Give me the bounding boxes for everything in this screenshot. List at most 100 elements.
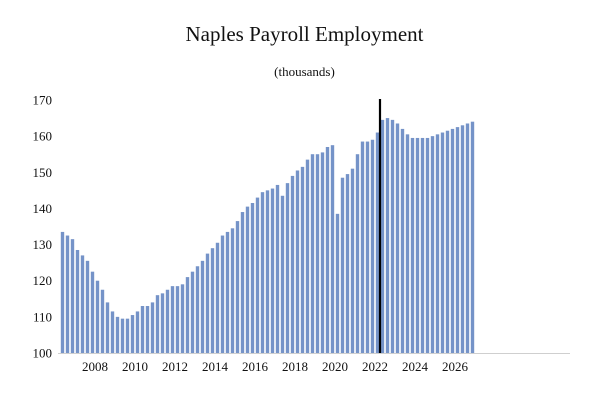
bar: [115, 316, 120, 353]
bar: [415, 137, 420, 353]
bar: [355, 154, 360, 353]
bar: [375, 132, 380, 353]
bar: [405, 134, 410, 353]
bar: [315, 154, 320, 353]
bar: [140, 306, 145, 353]
bar: [125, 318, 130, 353]
bar: [80, 255, 85, 353]
bar: [175, 286, 180, 353]
x-tick-label: 2010: [122, 359, 148, 374]
bar: [465, 123, 470, 354]
bar: [245, 206, 250, 353]
y-tick-label: 170: [33, 93, 53, 108]
chart-subtitle: (thousands): [274, 64, 335, 79]
bar: [210, 248, 215, 353]
x-tick-label: 2008: [82, 359, 108, 374]
bar: [130, 315, 135, 353]
bar: [150, 302, 155, 353]
y-tick-label: 110: [33, 309, 52, 324]
y-tick-label: 160: [33, 129, 53, 144]
bar: [360, 141, 365, 353]
bar: [60, 231, 65, 353]
bar: [185, 277, 190, 353]
y-tick-label: 150: [33, 165, 53, 180]
bar: [165, 289, 170, 353]
bar: [440, 132, 445, 353]
bar: [90, 271, 95, 353]
x-tick-label: 2020: [322, 359, 348, 374]
bar: [85, 260, 90, 353]
bar: [240, 212, 245, 353]
bar: [350, 168, 355, 353]
bar: [145, 306, 150, 353]
bar: [345, 174, 350, 353]
bar: [285, 183, 290, 353]
x-tick-label: 2012: [162, 359, 188, 374]
x-tick-label: 2016: [242, 359, 269, 374]
x-tick-label: 2024: [402, 359, 429, 374]
bar: [120, 318, 125, 353]
x-tick-label: 2018: [282, 359, 308, 374]
bar: [385, 118, 390, 353]
bar: [400, 128, 405, 353]
x-tick-label: 2026: [442, 359, 469, 374]
bar: [370, 139, 375, 353]
bar: [325, 146, 330, 353]
bar: [230, 228, 235, 353]
y-tick-label: 100: [33, 346, 53, 361]
bar: [420, 137, 425, 353]
chart-title: Naples Payroll Employment: [185, 22, 424, 46]
bar: [410, 137, 415, 353]
bar: [160, 293, 165, 353]
bar: [155, 295, 160, 353]
bar: [435, 134, 440, 353]
bar: [260, 192, 265, 353]
bar: [445, 130, 450, 353]
bar: [470, 121, 475, 353]
y-tick-label: 120: [33, 273, 53, 288]
bar: [430, 136, 435, 353]
bar: [70, 239, 75, 353]
bar: [365, 141, 370, 353]
bar: [300, 166, 305, 353]
bar: [295, 170, 300, 353]
bar: [270, 188, 275, 353]
bar: [280, 195, 285, 353]
bar: [205, 253, 210, 353]
bar: [195, 266, 200, 353]
bar: [265, 190, 270, 353]
bar: [290, 175, 295, 353]
x-tick-label: 2022: [362, 359, 388, 374]
bar: [170, 286, 175, 353]
bar: [110, 311, 115, 353]
bar: [105, 302, 110, 353]
bar: [65, 235, 70, 353]
bar: [135, 311, 140, 353]
bar: [190, 271, 195, 353]
bar: [225, 231, 230, 353]
bar: [305, 159, 310, 353]
bar: [275, 184, 280, 353]
bar: [460, 125, 465, 353]
bar: [75, 249, 80, 353]
bar: [235, 221, 240, 353]
bar: [100, 289, 105, 353]
bar: [340, 177, 345, 353]
bar: [310, 154, 315, 353]
bar: [425, 137, 430, 353]
bar: [200, 260, 205, 353]
bar: [320, 152, 325, 353]
bar: [215, 242, 220, 353]
y-tick-label: 140: [33, 201, 53, 216]
bar: [380, 119, 385, 353]
bar: [95, 280, 100, 353]
bar: [390, 119, 395, 353]
y-tick-label: 130: [33, 237, 53, 252]
x-tick-label: 2014: [202, 359, 229, 374]
bar: [255, 197, 260, 353]
bar: [220, 235, 225, 353]
bar: [250, 203, 255, 353]
bar: [450, 128, 455, 353]
bar: [455, 127, 460, 353]
